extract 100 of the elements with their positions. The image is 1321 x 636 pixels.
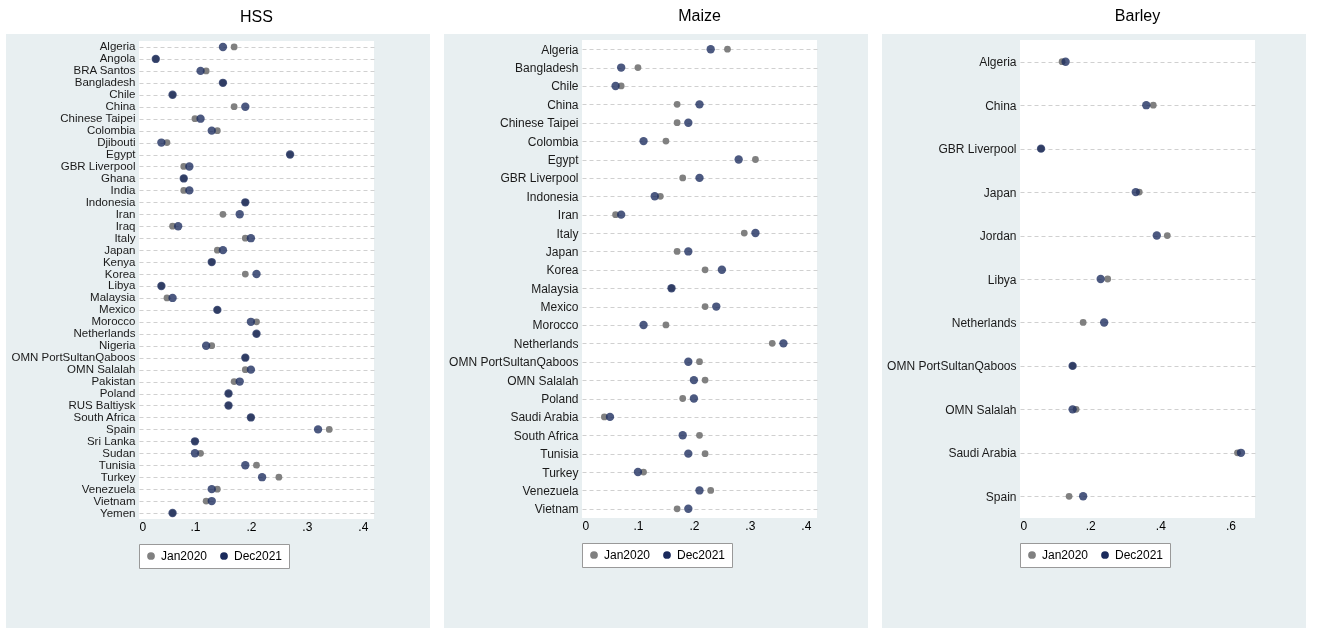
y-tick-label: Malaysia bbox=[531, 281, 579, 296]
y-tick-label: Iran bbox=[557, 208, 579, 223]
y-tick-label: Turkey bbox=[542, 465, 579, 480]
y-tick-label: Tunisia bbox=[540, 447, 579, 462]
x-tick-label: .1 bbox=[190, 519, 201, 534]
y-tick-label: GBR Liverpool bbox=[938, 142, 1017, 157]
x-tick-label: 0 bbox=[139, 519, 147, 534]
y-tick-label: Venezuela bbox=[81, 482, 137, 495]
y-tick-label: Bangladesh bbox=[515, 61, 579, 76]
legend-label: Dec2021 bbox=[1115, 548, 1164, 562]
y-tick-label: Netherlands bbox=[513, 336, 579, 351]
y-tick-label: India bbox=[110, 183, 137, 196]
y-tick-label: Yemen bbox=[100, 506, 136, 519]
y-tick-label: Chinese Taipei bbox=[500, 116, 579, 131]
y-tick-label: Pakistan bbox=[91, 375, 136, 388]
y-tick-label: Sudan bbox=[102, 446, 136, 459]
x-tick-label: .2 bbox=[246, 519, 257, 534]
y-tick-label: Italy bbox=[556, 226, 579, 241]
x-tick-label: 0 bbox=[582, 518, 590, 533]
chart-title: Barley bbox=[1114, 7, 1161, 24]
y-tick-label: Tunisia bbox=[98, 458, 137, 471]
y-tick-label: Japan bbox=[545, 244, 579, 259]
y-tick-label: Ghana bbox=[100, 171, 137, 184]
y-tick-label: Morocco bbox=[532, 318, 579, 333]
y-tick-label: Nigeria bbox=[99, 339, 137, 352]
y-tick-label: Kenya bbox=[102, 255, 137, 268]
legend-label: Dec2021 bbox=[677, 548, 726, 562]
y-tick-label: Spain bbox=[106, 422, 136, 435]
y-tick-label: Chile bbox=[551, 79, 579, 94]
y-tick-label: Djibouti bbox=[97, 136, 136, 149]
y-tick-label: Jordan bbox=[979, 229, 1017, 244]
legend-label: Jan2020 bbox=[161, 549, 208, 563]
y-tick-label: Angola bbox=[99, 52, 137, 65]
x-tick-label: .2 bbox=[689, 518, 700, 533]
chart-title: Maize bbox=[678, 7, 721, 24]
y-tick-label: GBR Liverpool bbox=[60, 159, 136, 172]
y-tick-label: Italy bbox=[114, 231, 136, 244]
y-tick-label: OMN PortSultanQaboos bbox=[11, 351, 136, 364]
legend-label: Jan2020 bbox=[1042, 548, 1089, 562]
chart-title: HSS bbox=[240, 7, 273, 25]
x-tick-label: .4 bbox=[1155, 518, 1167, 533]
y-tick-label: China bbox=[985, 98, 1017, 113]
x-tick-label: .1 bbox=[633, 518, 644, 533]
y-tick-label: Egypt bbox=[547, 153, 580, 167]
y-tick-label: Bangladesh bbox=[74, 76, 136, 89]
y-tick-label: Vietnam bbox=[93, 494, 136, 507]
y-tick-label: Libya bbox=[108, 279, 137, 292]
y-tick-label: Colombia bbox=[86, 124, 137, 137]
y-tick-label: Iraq bbox=[115, 219, 136, 232]
y-tick-label: OMN Salalah bbox=[67, 363, 136, 376]
y-tick-label: South Africa bbox=[513, 428, 579, 443]
legend-label: Dec2021 bbox=[234, 549, 283, 563]
y-tick-label: Korea bbox=[546, 263, 579, 278]
y-tick-label: Japan bbox=[983, 185, 1017, 200]
x-tick-label: .4 bbox=[801, 518, 812, 533]
legend-label: Jan2020 bbox=[604, 548, 651, 562]
y-tick-label: China bbox=[547, 97, 579, 112]
y-tick-label: Indonesia bbox=[526, 189, 579, 204]
y-tick-label: Colombia bbox=[527, 134, 579, 149]
y-tick-label: Morocco bbox=[91, 315, 136, 328]
y-tick-label: Egypt bbox=[106, 148, 137, 161]
y-tick-label: Chinese Taipei bbox=[60, 112, 136, 125]
y-tick-label: Indonesia bbox=[85, 195, 137, 208]
y-tick-label: Saudi Arabia bbox=[948, 446, 1017, 461]
y-tick-label: Libya bbox=[987, 272, 1017, 287]
y-tick-label: Korea bbox=[104, 267, 137, 280]
y-tick-label: RUS Baltiysk bbox=[68, 398, 136, 411]
y-tick-label: Spain bbox=[985, 489, 1017, 504]
y-tick-label: Turkey bbox=[100, 470, 136, 483]
x-tick-label: .2 bbox=[1085, 518, 1096, 533]
x-tick-label: .3 bbox=[302, 519, 313, 534]
y-tick-label: South Africa bbox=[73, 410, 137, 423]
y-tick-label: Malaysia bbox=[90, 291, 137, 304]
y-tick-label: OMN Salalah bbox=[507, 373, 579, 388]
y-tick-label: Japan bbox=[104, 243, 136, 256]
y-tick-label: GBR Liverpool bbox=[500, 171, 579, 186]
x-tick-label: .4 bbox=[358, 519, 369, 534]
y-tick-label: Poland bbox=[99, 387, 136, 400]
y-tick-label: Mexico bbox=[540, 300, 579, 315]
y-tick-label: Mexico bbox=[99, 303, 136, 316]
y-tick-label: Algeria bbox=[541, 42, 579, 57]
y-tick-label: Poland bbox=[541, 392, 579, 406]
x-tick-label: .3 bbox=[745, 518, 756, 533]
x-tick-label: .6 bbox=[1225, 518, 1237, 533]
y-tick-label: Chile bbox=[109, 88, 136, 101]
y-tick-label: Vietnam bbox=[534, 502, 579, 517]
y-tick-label: Venezuela bbox=[522, 483, 579, 498]
y-tick-label: OMN Salalah bbox=[945, 402, 1017, 417]
y-tick-label: BRA Santos bbox=[73, 64, 136, 77]
y-tick-label: Saudi Arabia bbox=[510, 410, 579, 425]
y-tick-label: Netherlands bbox=[73, 327, 136, 340]
x-tick-label: 0 bbox=[1020, 518, 1028, 533]
y-tick-label: Netherlands bbox=[951, 315, 1017, 330]
y-tick-label: OMN PortSultanQaboos bbox=[449, 355, 579, 370]
y-tick-label: Algeria bbox=[979, 55, 1017, 70]
y-tick-label: Sri Lanka bbox=[86, 434, 137, 447]
y-tick-label: Iran bbox=[115, 207, 136, 220]
y-tick-label: China bbox=[105, 100, 137, 113]
y-tick-label: OMN PortSultanQaboos bbox=[887, 359, 1017, 374]
y-tick-label: Algeria bbox=[99, 40, 137, 53]
